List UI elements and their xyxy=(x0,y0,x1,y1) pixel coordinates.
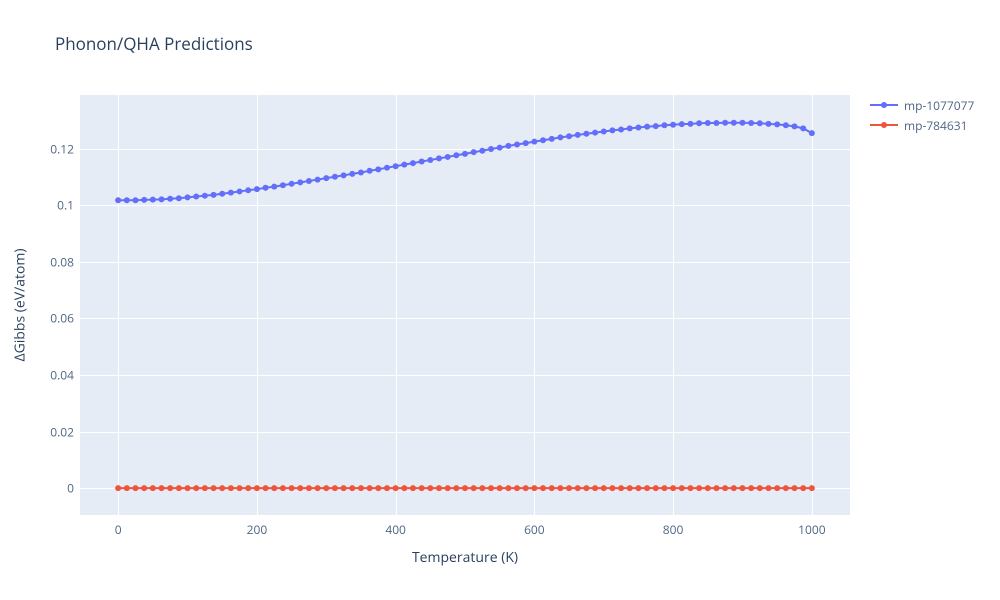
legend-swatch-icon xyxy=(870,119,898,131)
chart-title: Phonon/QHA Predictions xyxy=(55,32,253,55)
x-tick-label: 0 xyxy=(115,521,122,538)
y-tick-label: 0.1 xyxy=(42,197,74,214)
x-tick-label: 200 xyxy=(247,521,268,538)
x-tick-label: 1000 xyxy=(798,521,825,538)
y-tick-label: 0.08 xyxy=(42,253,74,270)
legend-item-mp-784631[interactable]: mp-784631 xyxy=(870,115,974,135)
x-tick-label: 400 xyxy=(385,521,406,538)
y-tick-label: 0.02 xyxy=(42,423,74,440)
y-tick-label: 0 xyxy=(42,480,74,497)
legend-item-mp-1077077[interactable]: mp-1077077 xyxy=(870,95,974,115)
series-mp-784631[interactable] xyxy=(80,95,850,515)
y-tick-label: 0.12 xyxy=(42,140,74,157)
chart-container: Phonon/QHA Predictions Temperature (K) Δ… xyxy=(0,0,1000,600)
y-tick-label: 0.06 xyxy=(42,310,74,327)
legend-swatch-icon xyxy=(870,99,898,111)
y-axis-title: ΔGibbs (eV/atom) xyxy=(11,248,30,361)
legend: mp-1077077 mp-784631 xyxy=(870,95,974,135)
x-tick-label: 800 xyxy=(663,521,684,538)
x-axis-title: Temperature (K) xyxy=(412,548,518,567)
x-tick-label: 600 xyxy=(524,521,545,538)
legend-label: mp-784631 xyxy=(904,117,967,134)
y-tick-label: 0.04 xyxy=(42,367,74,384)
legend-label: mp-1077077 xyxy=(904,97,974,114)
plot-area[interactable] xyxy=(80,95,850,515)
